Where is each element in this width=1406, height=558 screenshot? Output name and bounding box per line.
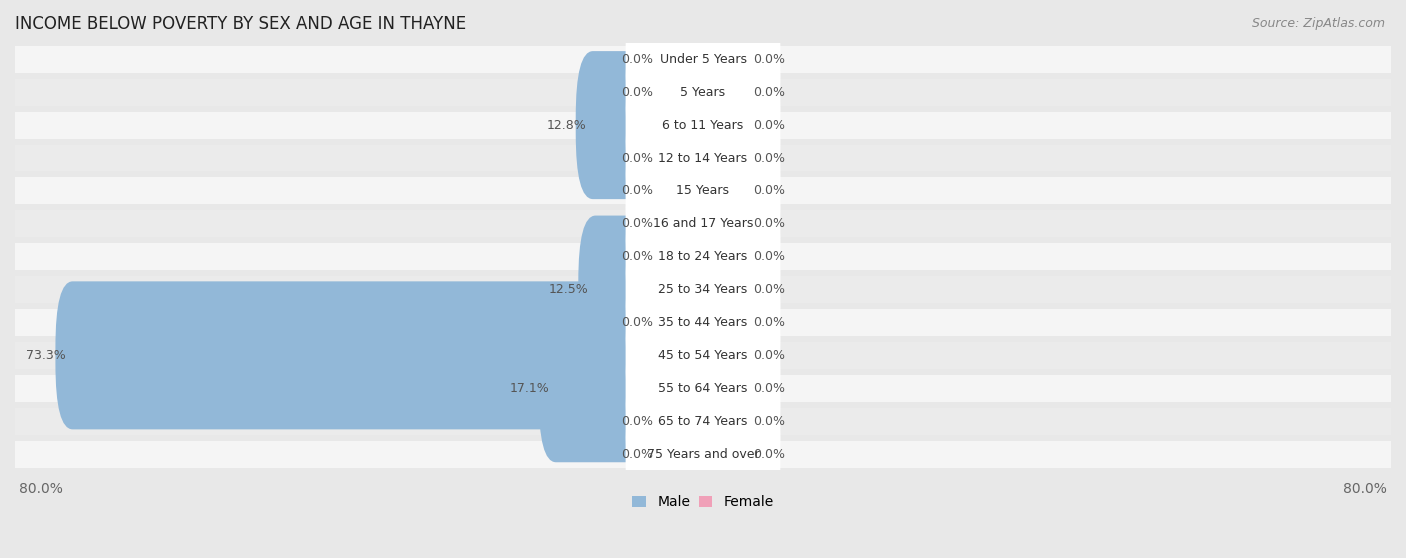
Text: 0.0%: 0.0%: [621, 86, 654, 99]
FancyBboxPatch shape: [747, 248, 763, 397]
Bar: [15, 210, 1391, 237]
Text: Source: ZipAtlas.com: Source: ZipAtlas.com: [1251, 17, 1385, 30]
Text: 80.0%: 80.0%: [20, 482, 63, 496]
Bar: [15, 46, 1391, 73]
Text: 5 Years: 5 Years: [681, 86, 725, 99]
FancyBboxPatch shape: [643, 18, 695, 166]
FancyBboxPatch shape: [747, 18, 763, 166]
Text: 35 to 44 Years: 35 to 44 Years: [658, 316, 748, 329]
FancyBboxPatch shape: [626, 282, 780, 429]
FancyBboxPatch shape: [747, 380, 763, 528]
FancyBboxPatch shape: [747, 0, 763, 133]
FancyBboxPatch shape: [747, 150, 763, 298]
FancyBboxPatch shape: [626, 150, 780, 297]
FancyBboxPatch shape: [643, 182, 695, 331]
Bar: [15, 177, 1391, 204]
FancyBboxPatch shape: [643, 84, 695, 232]
FancyBboxPatch shape: [747, 314, 763, 462]
FancyBboxPatch shape: [626, 381, 780, 528]
Legend: Male, Female: Male, Female: [627, 490, 779, 515]
Text: 16 and 17 Years: 16 and 17 Years: [652, 217, 754, 230]
Text: 45 to 54 Years: 45 to 54 Years: [658, 349, 748, 362]
Bar: [15, 243, 1391, 270]
Text: 0.0%: 0.0%: [621, 152, 654, 165]
Text: 0.0%: 0.0%: [621, 448, 654, 460]
FancyBboxPatch shape: [747, 117, 763, 265]
FancyBboxPatch shape: [643, 117, 695, 265]
Text: 0.0%: 0.0%: [752, 184, 785, 198]
FancyBboxPatch shape: [626, 315, 780, 462]
Text: 0.0%: 0.0%: [752, 119, 785, 132]
FancyBboxPatch shape: [643, 248, 695, 397]
FancyBboxPatch shape: [747, 84, 763, 232]
Text: 0.0%: 0.0%: [621, 316, 654, 329]
FancyBboxPatch shape: [747, 347, 763, 495]
Text: 18 to 24 Years: 18 to 24 Years: [658, 250, 748, 263]
FancyBboxPatch shape: [626, 0, 780, 133]
FancyBboxPatch shape: [643, 0, 695, 133]
FancyBboxPatch shape: [747, 182, 763, 331]
FancyBboxPatch shape: [643, 150, 695, 298]
Text: Under 5 Years: Under 5 Years: [659, 53, 747, 66]
Text: 0.0%: 0.0%: [621, 415, 654, 427]
Text: 12.5%: 12.5%: [548, 283, 589, 296]
Text: 0.0%: 0.0%: [752, 382, 785, 395]
Text: INCOME BELOW POVERTY BY SEX AND AGE IN THAYNE: INCOME BELOW POVERTY BY SEX AND AGE IN T…: [15, 15, 467, 33]
Bar: [15, 145, 1391, 171]
Text: 65 to 74 Years: 65 to 74 Years: [658, 415, 748, 427]
FancyBboxPatch shape: [626, 183, 780, 330]
FancyBboxPatch shape: [55, 281, 659, 429]
Text: 15 Years: 15 Years: [676, 184, 730, 198]
Bar: [15, 408, 1391, 435]
Text: 55 to 64 Years: 55 to 64 Years: [658, 382, 748, 395]
Bar: [15, 441, 1391, 468]
FancyBboxPatch shape: [747, 281, 763, 429]
Bar: [15, 342, 1391, 369]
Text: 0.0%: 0.0%: [752, 283, 785, 296]
Bar: [15, 375, 1391, 402]
Text: 0.0%: 0.0%: [752, 53, 785, 66]
FancyBboxPatch shape: [626, 216, 780, 363]
FancyBboxPatch shape: [747, 215, 763, 364]
FancyBboxPatch shape: [643, 380, 695, 528]
Text: 0.0%: 0.0%: [752, 152, 785, 165]
Text: 0.0%: 0.0%: [621, 250, 654, 263]
Bar: [15, 79, 1391, 105]
Text: 0.0%: 0.0%: [752, 250, 785, 263]
FancyBboxPatch shape: [626, 18, 780, 166]
FancyBboxPatch shape: [626, 348, 780, 495]
Text: 0.0%: 0.0%: [752, 86, 785, 99]
FancyBboxPatch shape: [626, 249, 780, 396]
Text: 0.0%: 0.0%: [621, 217, 654, 230]
Bar: [15, 309, 1391, 336]
Text: 0.0%: 0.0%: [752, 448, 785, 460]
Text: 6 to 11 Years: 6 to 11 Years: [662, 119, 744, 132]
FancyBboxPatch shape: [538, 314, 659, 462]
FancyBboxPatch shape: [575, 51, 659, 199]
Text: 12 to 14 Years: 12 to 14 Years: [658, 152, 748, 165]
FancyBboxPatch shape: [578, 215, 659, 364]
Text: 80.0%: 80.0%: [1343, 482, 1386, 496]
Text: 0.0%: 0.0%: [752, 316, 785, 329]
Text: 0.0%: 0.0%: [752, 415, 785, 427]
FancyBboxPatch shape: [747, 51, 763, 199]
Text: 0.0%: 0.0%: [621, 184, 654, 198]
Bar: [15, 112, 1391, 138]
Text: 75 Years and over: 75 Years and over: [647, 448, 759, 460]
FancyBboxPatch shape: [626, 117, 780, 264]
Text: 12.8%: 12.8%: [547, 119, 586, 132]
Text: 0.0%: 0.0%: [752, 217, 785, 230]
FancyBboxPatch shape: [626, 84, 780, 232]
Text: 17.1%: 17.1%: [509, 382, 550, 395]
Text: 0.0%: 0.0%: [752, 349, 785, 362]
Text: 0.0%: 0.0%: [621, 53, 654, 66]
FancyBboxPatch shape: [626, 51, 780, 199]
Text: 73.3%: 73.3%: [25, 349, 66, 362]
Text: 25 to 34 Years: 25 to 34 Years: [658, 283, 748, 296]
FancyBboxPatch shape: [643, 347, 695, 495]
Bar: [15, 276, 1391, 303]
